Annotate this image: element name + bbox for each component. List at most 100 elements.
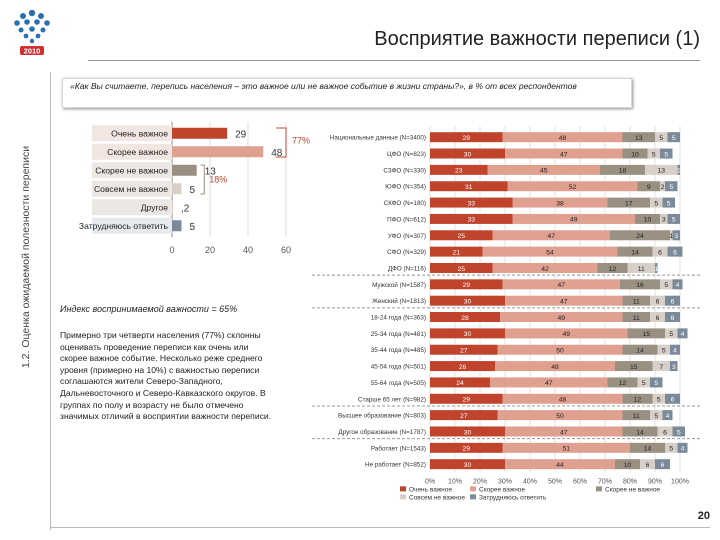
right-segment-label: 47 — [560, 429, 568, 436]
right-bar-segment — [502, 279, 620, 290]
right-bar-segment — [645, 164, 678, 175]
legend-swatch — [470, 486, 476, 492]
right-segment-label: 28 — [461, 315, 469, 322]
right-bar-segment — [667, 246, 683, 257]
right-bar-segment — [665, 393, 680, 404]
annotation-important: 77% — [292, 136, 310, 146]
right-segment-label: 29 — [462, 135, 470, 142]
page-number: 20 — [697, 510, 710, 522]
right-bar-segment — [650, 197, 663, 208]
right-tick-label: 30% — [498, 478, 512, 485]
right-segment-label: 4 — [666, 413, 670, 420]
right-bar-segment — [637, 377, 650, 388]
right-bar-segment — [672, 426, 685, 437]
right-bar-segment — [607, 197, 650, 208]
right-category-label: СКФО (N=180) — [384, 200, 426, 207]
left-category-box — [92, 217, 172, 234]
right-segment-label: 47 — [560, 298, 568, 305]
right-segment-label: 11 — [633, 315, 640, 322]
right-segment-label: 14 — [644, 446, 652, 453]
right-segment-label: 11 — [633, 298, 640, 305]
right-segment-label: 29 — [462, 282, 470, 289]
right-segment-label: 1 — [654, 266, 658, 273]
right-segment-label: 6 — [673, 249, 677, 256]
right-segment-label: 5 — [672, 217, 676, 224]
right-bar-segment — [622, 132, 655, 143]
right-bar-segment — [430, 426, 505, 437]
right-segment-label: 25 — [457, 266, 465, 273]
right-bar-segment — [662, 410, 673, 421]
right-bar-segment — [622, 148, 648, 159]
right-tick-label: 80% — [623, 478, 637, 485]
right-bar-segment — [617, 246, 653, 257]
right-bar-segment — [660, 213, 668, 224]
right-segment-label: 30 — [464, 331, 472, 338]
annotation-not-important: 18% — [209, 175, 227, 185]
right-bar-segment — [660, 181, 665, 192]
right-bar-segment — [512, 213, 635, 224]
right-segment-label: 5 — [669, 331, 673, 338]
right-segment-label: 50 — [556, 348, 564, 355]
right-bar-segment — [622, 295, 650, 306]
right-segment-label: 30 — [464, 462, 472, 469]
right-category-label: 25-34 года (N=481) — [371, 331, 426, 338]
right-bar-segment — [430, 459, 505, 470]
right-bar-segment — [505, 459, 615, 470]
right-bar-segment — [505, 148, 623, 159]
left-category-box — [92, 180, 172, 197]
right-bar-segment — [652, 246, 668, 257]
right-segment-label: 5 — [672, 135, 676, 142]
legend-swatch — [470, 494, 476, 500]
right-bar-segment — [497, 344, 623, 355]
right-bar-segment — [650, 377, 663, 388]
right-segment-label: 5 — [669, 184, 673, 191]
left-category-label: Скорее не важное — [95, 165, 168, 175]
left-bar — [172, 164, 197, 176]
right-category-label: Женский (N=1813) — [372, 297, 426, 305]
right-segment-label: 30 — [464, 429, 472, 436]
right-bar-segment — [637, 181, 660, 192]
right-bar-segment — [430, 213, 513, 224]
right-bar-segment — [615, 459, 640, 470]
right-segment-label: 24 — [636, 233, 644, 240]
right-segment-label: 6 — [658, 249, 662, 256]
right-category-label: Работает (N=1543) — [371, 444, 426, 452]
left-bar — [172, 201, 173, 213]
right-bar-segment — [655, 262, 658, 273]
right-bar-segment — [430, 148, 505, 159]
left-value-label: 29 — [235, 129, 247, 140]
right-bar-segment — [677, 442, 688, 453]
right-bar-segment — [430, 132, 503, 143]
left-value-label: 48 — [271, 148, 283, 159]
right-bar-segment — [655, 459, 670, 470]
right-bar-segment — [507, 181, 638, 192]
legend-label: Совсем не важное — [409, 494, 465, 501]
right-segment-label: 5 — [654, 380, 658, 387]
right-segment-label: 4 — [681, 331, 685, 338]
right-segment-label: 33 — [467, 200, 475, 207]
right-segment-label: 5 — [664, 151, 668, 158]
legend-label: Скорее важное — [479, 486, 525, 493]
right-segment-label: 54 — [546, 249, 554, 256]
right-bar-segment — [655, 132, 668, 143]
left-category-box — [92, 125, 172, 142]
right-bar-segment — [670, 361, 678, 372]
right-segment-label: 15 — [642, 331, 650, 338]
right-segment-label: 12 — [619, 380, 627, 387]
right-tick-label: 90% — [648, 478, 662, 485]
legend-swatch — [596, 486, 602, 492]
right-segment-label: 10 — [644, 217, 652, 224]
right-bar-segment — [492, 262, 598, 273]
right-segment-label: 14 — [636, 429, 644, 436]
right-category-label: ЮФО (N=354) — [385, 184, 426, 191]
right-bar-segment — [430, 262, 493, 273]
right-bar-segment — [657, 344, 670, 355]
right-bar-segment — [650, 410, 663, 421]
left-value-label: 5 — [190, 222, 196, 233]
right-bar-segment — [652, 361, 670, 372]
right-category-label: СФО (N=329) — [387, 249, 426, 256]
right-segment-label: 6 — [661, 462, 665, 469]
right-tick-label: 50% — [548, 478, 562, 485]
right-bar-segment — [672, 230, 680, 241]
left-category-label: Совсем не важное — [94, 184, 168, 194]
